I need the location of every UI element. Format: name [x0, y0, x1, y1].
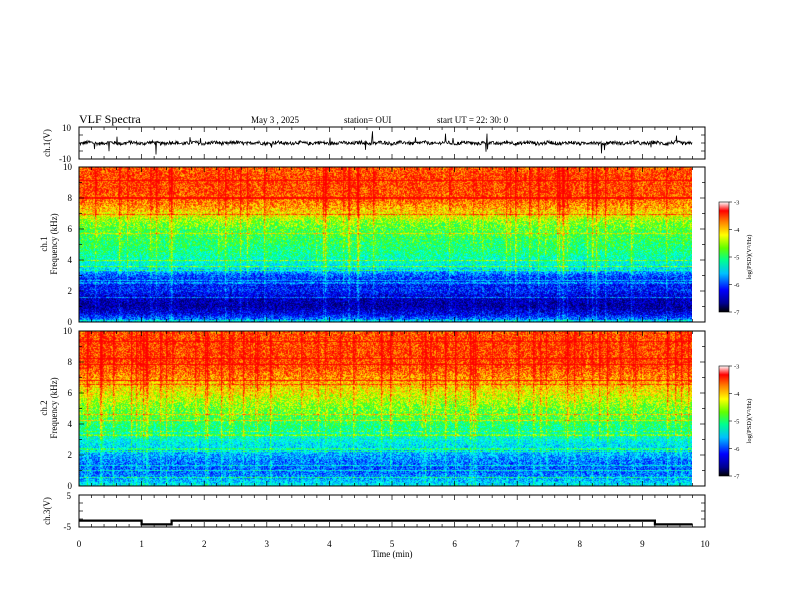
- x-tick-label: 2: [202, 539, 207, 549]
- x-tick-label: 10: [701, 539, 711, 549]
- colorbar-tick-label: -7: [734, 310, 740, 317]
- ch2-colorbar-label: log(PSD)(V²/Hz): [746, 399, 753, 444]
- x-tick-label: 8: [578, 539, 583, 549]
- colorbar-tick-label: -6: [734, 446, 740, 453]
- y-tick-label: 4: [68, 419, 73, 429]
- x-tick-label: 7: [515, 539, 520, 549]
- ch3-waveform-ticks: [78, 494, 706, 528]
- ch3-waveform-line: [79, 519, 693, 526]
- colorbar-tick-label: -3: [734, 200, 739, 207]
- ch1-waveform-trace: [79, 131, 693, 155]
- ch1-spectrogram-ticks: [78, 166, 706, 323]
- colorbar-tick-label: -4: [734, 391, 740, 398]
- ch2-spectrogram-ylabel: Frequency (kHz): [49, 377, 59, 438]
- ch1-spectrogram-ylabel: Frequency (kHz): [49, 213, 59, 274]
- y-tick-label: 2: [68, 286, 73, 296]
- colorbar-tick-label: -5: [734, 255, 739, 262]
- ch1-spectrogram-channel-label: ch.1: [39, 236, 49, 251]
- x-tick-label: 9: [640, 539, 645, 549]
- colorbar-tick-label: -7: [734, 474, 740, 481]
- ch3-ytick-bottom: -5: [64, 522, 72, 532]
- ch1-colorbar: -3 -4 -5 -6 -7 log(PSD)(V²/Hz): [718, 200, 753, 317]
- ch2-spectrogram-channel-label: ch.2: [39, 400, 49, 415]
- x-tick-label: 4: [327, 539, 332, 549]
- x-tick-label: 6: [452, 539, 457, 549]
- x-tick-label: 1: [139, 539, 144, 549]
- ch1-spectrogram-ytick-labels: 0 2 4 6 8 10: [63, 162, 73, 327]
- ch3-waveform-trace: [79, 519, 693, 526]
- y-tick-label: 0: [68, 317, 73, 327]
- header-start-time: start UT = 22: 30: 0: [437, 115, 509, 125]
- ch2-colorbar: -3 -4 -5 -6 -7 log(PSD)(V²/Hz): [718, 364, 753, 481]
- header-station: station= OUI: [344, 115, 391, 125]
- ch2-spectrogram-ytick-labels: 0 2 4 6 8 10: [63, 326, 73, 491]
- ch1-spectrogram-image: [79, 167, 692, 322]
- y-tick-label: 6: [68, 388, 73, 398]
- y-tick-label: 10: [63, 326, 73, 336]
- time-axis-label: Time (min): [372, 549, 413, 559]
- x-tick-label: 5: [390, 539, 395, 549]
- ch1-colorbar-ticks: -3 -4 -5 -6 -7: [729, 200, 740, 317]
- y-tick-label: 10: [63, 162, 73, 172]
- y-tick-label: 8: [68, 357, 73, 367]
- ch1-waveform-panel: 10 -10 ch.1(V): [42, 123, 706, 164]
- y-tick-label: 6: [68, 224, 73, 234]
- x-tick-label: 3: [265, 539, 270, 549]
- y-tick-label: 2: [68, 450, 73, 460]
- figure-title: VLF Spectra: [79, 112, 141, 126]
- x-tick-label: 0: [77, 539, 82, 549]
- ch1-waveform-ylabel: ch.1(V): [42, 129, 52, 157]
- ch2-spectrogram-ticks: [78, 330, 706, 487]
- colorbar-tick-label: -4: [734, 227, 740, 234]
- ch2-spectrogram-panel: 0 2 4 6 8 10 ch.2 Frequency (kHz): [39, 326, 706, 491]
- ch1-ytick-bottom: -10: [59, 154, 71, 164]
- ch2-colorbar-ticks: -3 -4 -5 -6 -7: [729, 364, 740, 481]
- ch3-ytick-top: 5: [67, 491, 72, 501]
- ch2-colorbar-gradient: [718, 365, 730, 477]
- colorbar-tick-label: -5: [734, 419, 739, 426]
- ch3-waveform-ylabel: ch.3(V): [42, 497, 52, 525]
- ch1-colorbar-gradient: [718, 201, 730, 313]
- ch2-spectrogram-image: [79, 331, 692, 486]
- colorbar-tick-label: -6: [734, 282, 740, 289]
- colorbar-tick-label: -3: [734, 364, 739, 371]
- y-tick-label: 8: [68, 193, 73, 203]
- header-date: May 3 , 2025: [251, 115, 299, 125]
- y-tick-label: 0: [68, 481, 73, 491]
- ch1-waveform-ticks: [78, 126, 706, 160]
- ch1-ytick-top: 10: [62, 123, 72, 133]
- ch1-spectrogram-panel: 0 2 4 6 8 10 ch.1 Frequency (kHz): [39, 162, 706, 327]
- ch3-waveform-panel: 5 -5 ch.3(V): [42, 491, 706, 532]
- ch1-colorbar-label: log(PSD)(V²/Hz): [746, 235, 753, 280]
- ch1-waveform-line: [79, 131, 693, 155]
- time-axis-tick-labels: 0 1 2 3 4 5 6 7 8 9 10: [77, 539, 710, 549]
- y-tick-label: 4: [68, 255, 73, 265]
